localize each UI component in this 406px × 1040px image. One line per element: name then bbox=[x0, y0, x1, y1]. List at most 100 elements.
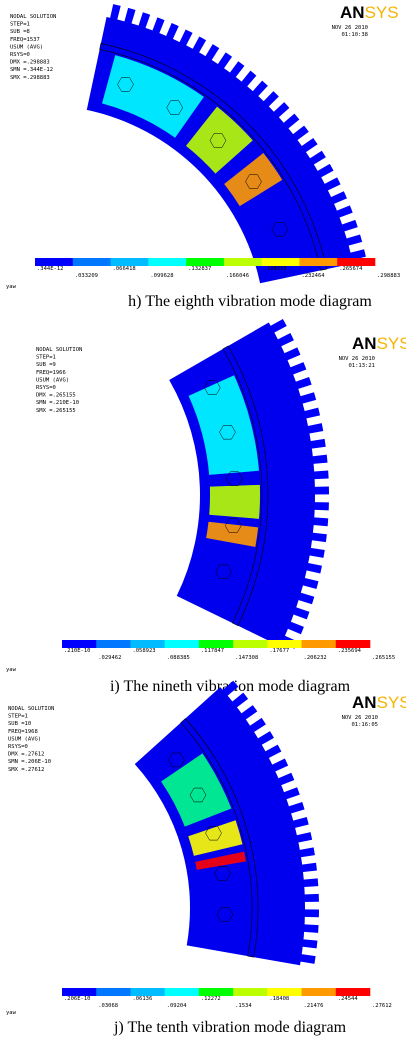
axis-label: yaw bbox=[6, 1010, 17, 1016]
gear-model bbox=[135, 681, 319, 966]
legend-label: .029462 bbox=[98, 655, 121, 661]
legend-swatch bbox=[96, 640, 131, 648]
legend-label: .298883 bbox=[377, 273, 400, 279]
panel: NODAL SOLUTIONSTEP=1SUB =9FREQ=1966USUM … bbox=[6, 319, 406, 695]
legend-label: .03068 bbox=[98, 1003, 118, 1009]
info-line: SMX =.298883 bbox=[10, 75, 50, 81]
legend-swatch bbox=[299, 258, 337, 266]
info-line: USUM (AVG) bbox=[10, 44, 43, 50]
legend-label: .210E-10 bbox=[64, 648, 91, 654]
legend-label: .21476 bbox=[304, 1003, 324, 1009]
legend-swatch bbox=[224, 258, 262, 266]
logo-part: SYS bbox=[365, 3, 399, 22]
legend-swatch bbox=[336, 640, 371, 648]
info-line: STEP=1 bbox=[8, 714, 28, 720]
legend-label: .18408 bbox=[269, 996, 289, 1002]
legend-swatch bbox=[148, 258, 186, 266]
info-line: RSYS=0 bbox=[36, 385, 56, 391]
legend-label: .033209 bbox=[75, 273, 98, 279]
info-line: NODAL SOLUTION bbox=[36, 347, 82, 353]
info-line: DMX =.265155 bbox=[36, 393, 76, 399]
info-line: SMX =.27612 bbox=[8, 767, 44, 773]
legend-swatch bbox=[111, 258, 149, 266]
info-line: STEP=1 bbox=[10, 22, 30, 28]
info-line: SMN =.344E-12 bbox=[10, 67, 53, 73]
legend-label: .09204 bbox=[167, 1003, 188, 1009]
info-line: USUM (AVG) bbox=[8, 736, 41, 742]
legend-swatch bbox=[35, 258, 73, 266]
info-line: DMX =.27612 bbox=[8, 752, 44, 758]
legend-label: .265674 bbox=[339, 266, 363, 272]
info-line: SUB =8 bbox=[10, 29, 30, 35]
legend-label: .235694 bbox=[338, 648, 362, 654]
logo-part: AN bbox=[340, 3, 365, 22]
legend-label: .099628 bbox=[150, 273, 173, 279]
gear-tooth bbox=[302, 878, 319, 887]
info-line: NODAL SOLUTION bbox=[10, 14, 56, 20]
legend-swatch bbox=[130, 640, 165, 648]
legend-swatch bbox=[130, 988, 165, 996]
legend-swatch bbox=[165, 640, 200, 648]
legend-label: .117847 bbox=[201, 648, 224, 654]
date: NOV 26 2010 bbox=[339, 356, 375, 362]
gear-model bbox=[87, 4, 366, 283]
legend-label: .344E-12 bbox=[37, 266, 64, 272]
legend-swatch bbox=[233, 640, 268, 648]
legend-label: .206232 bbox=[304, 655, 327, 661]
logo-part: AN bbox=[352, 693, 377, 712]
legend-label: .066418 bbox=[113, 266, 136, 272]
logo-part: AN bbox=[352, 334, 377, 353]
info-line: RSYS=0 bbox=[10, 52, 30, 58]
legend-label: .088385 bbox=[167, 655, 190, 661]
info-line: NODAL SOLUTION bbox=[8, 706, 54, 712]
legend-swatch bbox=[186, 258, 224, 266]
legend-swatch bbox=[62, 640, 97, 648]
legend-swatch bbox=[267, 640, 302, 648]
panel: NODAL SOLUTION STEP=1SUB =8 FREQ=1537USUM … bbox=[6, 3, 400, 310]
ansys-logo: ANSYS bbox=[352, 693, 406, 712]
gear-tooth bbox=[313, 486, 329, 494]
caption: j) The tenth vibration mode diagram bbox=[113, 1019, 347, 1036]
ansys-logo: ANSYS bbox=[340, 3, 399, 22]
info-line: SMN =.206E-10 bbox=[8, 759, 51, 765]
gear-tooth bbox=[303, 894, 319, 902]
date: NOV 26 2010 bbox=[332, 25, 368, 31]
stress-band bbox=[209, 485, 260, 519]
info-line: SMN =.210E-10 bbox=[36, 400, 79, 406]
legend-label: .058923 bbox=[132, 648, 155, 654]
info-line: STEP=1 bbox=[36, 355, 56, 361]
info-line: FREQ=1537 bbox=[10, 37, 40, 43]
axis-label: yaw bbox=[6, 284, 17, 290]
gear-tooth bbox=[303, 909, 319, 917]
info-line: DMX =.298883 bbox=[10, 60, 50, 66]
info-line: RSYS=0 bbox=[8, 744, 28, 750]
info-line: FREQ=1966 bbox=[36, 370, 66, 376]
info-line: SUB =10 bbox=[8, 721, 31, 727]
date: NOV 26 2010 bbox=[342, 715, 378, 721]
ansys-logo: ANSYS bbox=[352, 334, 406, 353]
legend-label: .132837 bbox=[188, 266, 211, 272]
legend-swatch bbox=[73, 258, 111, 266]
info-line: FREQ=1968 bbox=[8, 729, 38, 735]
legend-label: .06136 bbox=[132, 996, 152, 1002]
gear-tooth bbox=[302, 924, 318, 933]
legend-label: .232464 bbox=[301, 273, 325, 279]
legend-swatch bbox=[267, 988, 302, 996]
legend-swatch bbox=[337, 258, 375, 266]
gear-tooth bbox=[313, 502, 329, 510]
info-line: SUB =9 bbox=[36, 362, 56, 368]
legend-label: .166046 bbox=[226, 273, 249, 279]
axis-label: yaw bbox=[6, 667, 17, 673]
caption: h) The eighth vibration mode diagram bbox=[128, 293, 372, 310]
time: 01:16:05 bbox=[352, 722, 379, 728]
legend-swatch bbox=[199, 988, 234, 996]
legend-swatch bbox=[233, 988, 268, 996]
info-line: SMX =.265155 bbox=[36, 408, 76, 414]
legend-label: .17677 bbox=[269, 648, 289, 654]
legend-swatch bbox=[62, 988, 97, 996]
logo-part: SYS bbox=[377, 693, 406, 712]
time: 01:13:21 bbox=[349, 363, 376, 369]
legend-swatch bbox=[336, 988, 371, 996]
legend-swatch bbox=[302, 640, 337, 648]
